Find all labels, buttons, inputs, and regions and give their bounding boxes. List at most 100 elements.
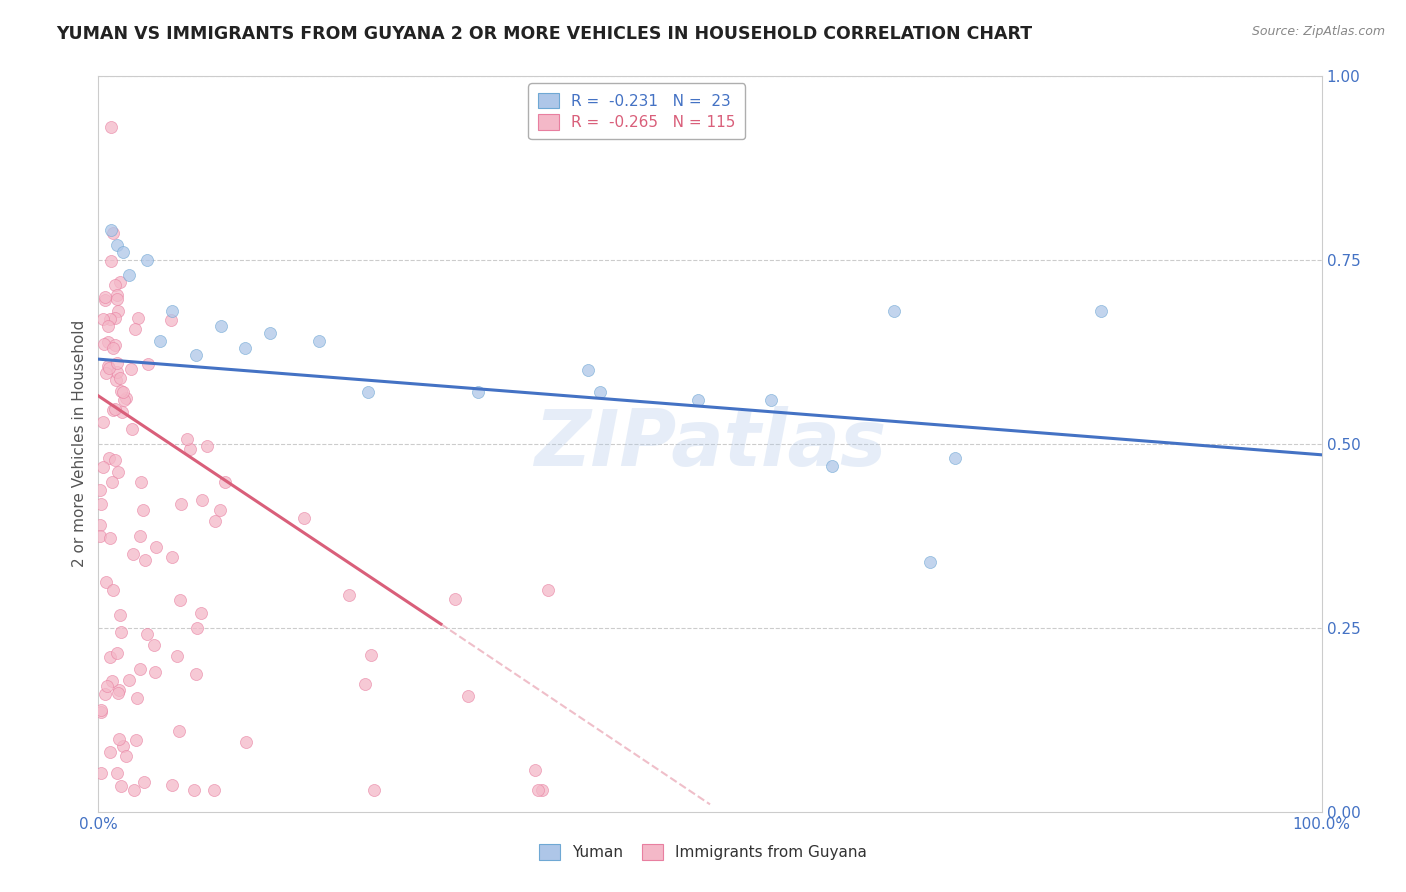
Point <box>104 453 127 467</box>
Point <box>98 649 121 664</box>
Point <box>259 326 281 341</box>
Point <box>443 592 465 607</box>
Point <box>89 705 111 719</box>
Point <box>132 775 155 789</box>
Point <box>143 638 166 652</box>
Point <box>100 120 122 135</box>
Point <box>108 682 131 697</box>
Point <box>136 252 159 267</box>
Point <box>100 254 122 268</box>
Point <box>90 497 112 511</box>
Point <box>110 780 132 794</box>
Point <box>93 688 115 702</box>
Point <box>97 318 120 333</box>
Point <box>1090 304 1112 318</box>
Point <box>105 238 128 252</box>
Point <box>197 439 219 453</box>
Point <box>121 422 143 436</box>
Point <box>107 288 129 302</box>
Point <box>96 679 118 693</box>
Point <box>943 451 966 466</box>
Point <box>124 322 146 336</box>
Point <box>531 782 554 797</box>
Point <box>920 554 942 569</box>
Point <box>204 514 226 528</box>
Point <box>111 404 134 418</box>
Point <box>214 475 236 490</box>
Point <box>145 540 167 554</box>
Point <box>160 550 183 565</box>
Point <box>202 782 225 797</box>
Point <box>457 690 479 704</box>
Point <box>104 338 127 352</box>
Point <box>118 673 141 687</box>
Point <box>101 402 124 417</box>
Point <box>143 665 166 680</box>
Point <box>118 268 141 282</box>
Point <box>235 735 257 749</box>
Point <box>761 392 783 407</box>
Point <box>527 782 550 797</box>
Point <box>589 385 612 400</box>
Point <box>93 337 115 351</box>
Point <box>686 392 709 407</box>
Point <box>209 318 232 333</box>
Point <box>208 503 231 517</box>
Point <box>524 764 547 778</box>
Point <box>94 575 117 590</box>
Text: ZIPatlas: ZIPatlas <box>534 406 886 482</box>
Point <box>105 292 128 306</box>
Point <box>107 686 129 700</box>
Point <box>576 363 599 377</box>
Point <box>190 606 212 620</box>
Point <box>89 518 111 533</box>
Point <box>108 607 131 622</box>
Point <box>170 497 193 511</box>
Point <box>160 778 183 792</box>
Point <box>112 393 135 408</box>
Point <box>292 510 315 524</box>
Point <box>115 391 138 405</box>
Point <box>136 357 159 371</box>
Point <box>97 450 120 465</box>
Point <box>101 582 124 597</box>
Point <box>104 311 127 326</box>
Point <box>179 442 201 456</box>
Point <box>111 739 134 754</box>
Point <box>98 311 121 326</box>
Point <box>149 334 172 348</box>
Point <box>96 366 118 380</box>
Point <box>105 646 128 660</box>
Point <box>167 723 190 738</box>
Point <box>160 304 183 318</box>
Point <box>89 529 111 543</box>
Point <box>353 677 375 691</box>
Point <box>110 624 132 639</box>
Point <box>104 401 127 416</box>
Point <box>122 782 145 797</box>
Point <box>105 373 128 387</box>
Point <box>136 627 159 641</box>
Point <box>89 483 111 497</box>
Text: YUMAN VS IMMIGRANTS FROM GUYANA 2 OR MORE VEHICLES IN HOUSEHOLD CORRELATION CHAR: YUMAN VS IMMIGRANTS FROM GUYANA 2 OR MOR… <box>56 25 1032 43</box>
Point <box>100 475 122 490</box>
Point <box>105 765 128 780</box>
Point <box>883 304 905 318</box>
Point <box>120 361 142 376</box>
Point <box>128 529 150 543</box>
Point <box>105 356 128 370</box>
Point <box>104 277 127 292</box>
Point <box>160 313 183 327</box>
Point <box>363 782 385 797</box>
Point <box>111 245 134 260</box>
Point <box>191 492 214 507</box>
Point <box>186 621 208 635</box>
Point <box>94 293 117 307</box>
Point <box>337 588 360 602</box>
Point <box>176 432 198 446</box>
Point <box>134 552 156 566</box>
Point <box>115 749 138 764</box>
Point <box>101 226 124 240</box>
Point <box>186 666 208 681</box>
Point <box>91 312 114 326</box>
